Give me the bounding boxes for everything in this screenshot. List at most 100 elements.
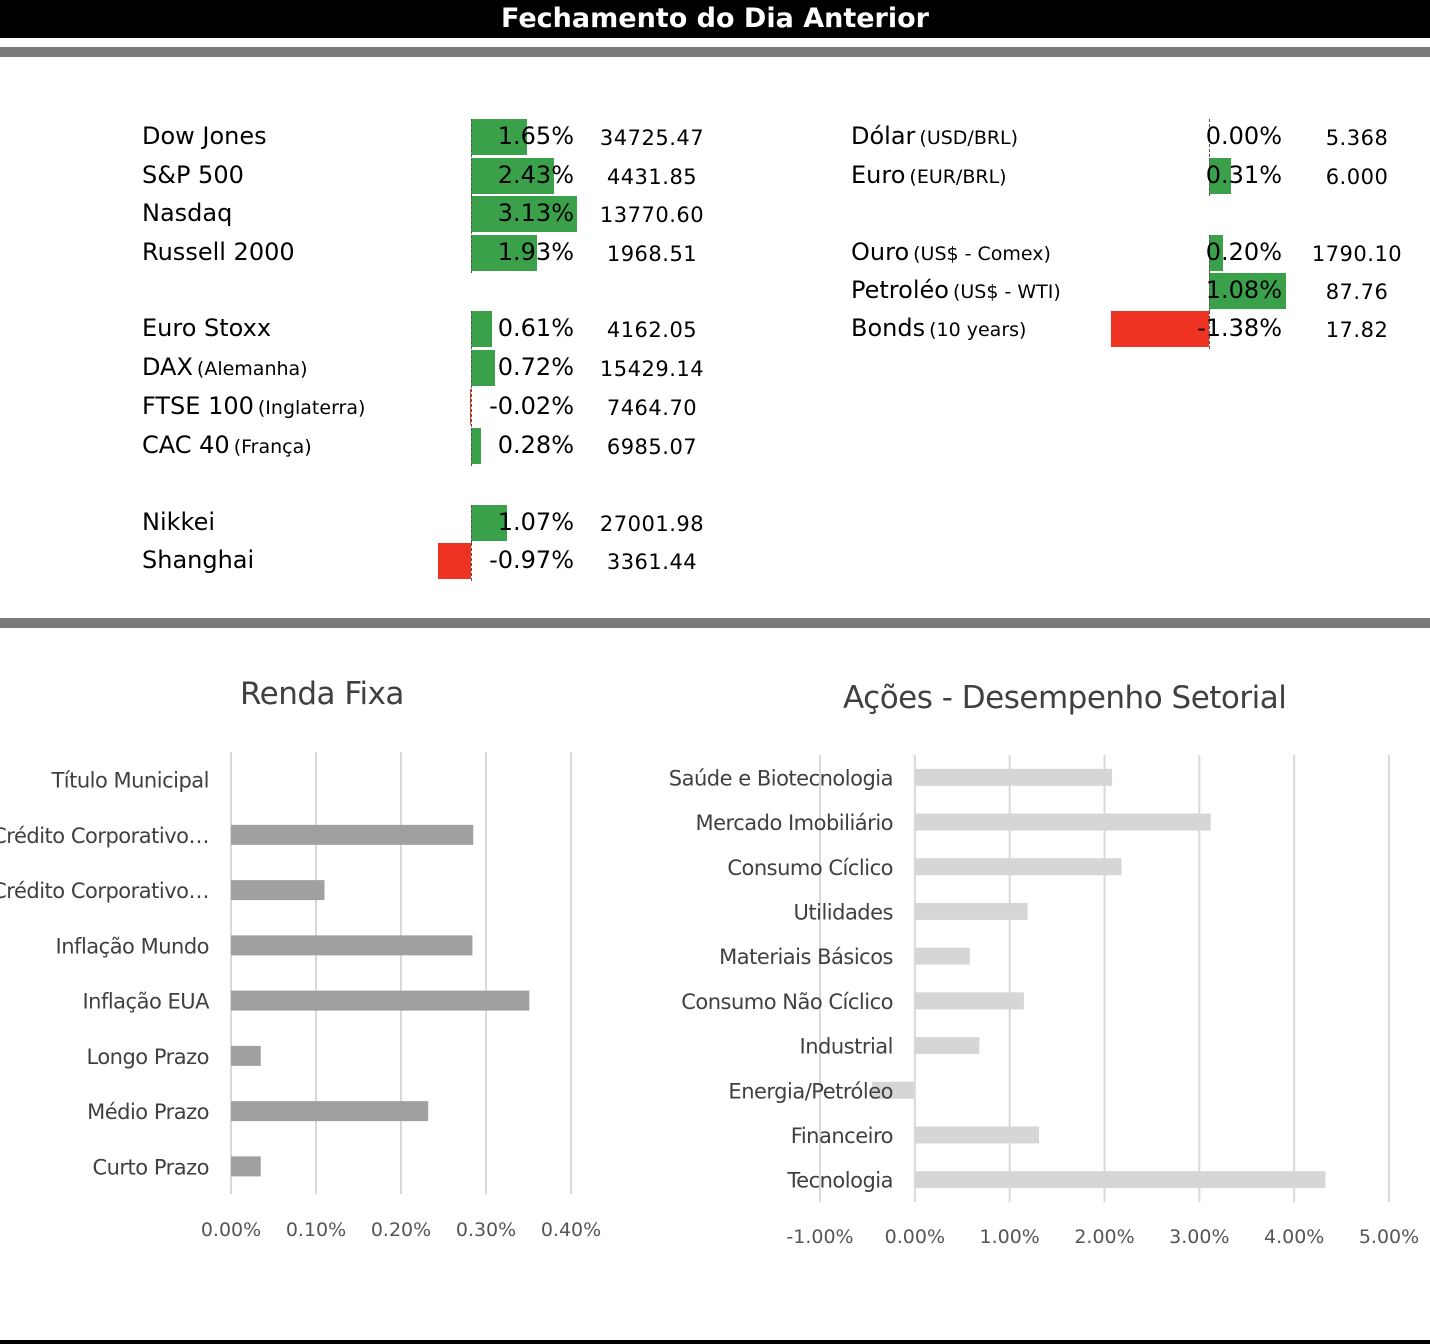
market-change-pct: 0.61%	[497, 314, 574, 342]
market-change-pct: -1.38%	[1197, 314, 1282, 342]
zero-axis-line	[1209, 311, 1210, 349]
middle-separator	[0, 618, 1430, 628]
renda-fixa-chart: 0.00% 0.10% 0.20% 0.30% 0.40% Título Municipa…	[0, 752, 601, 1241]
market-name: CAC 40	[142, 431, 230, 459]
x-tick-label: -1.00%	[786, 1226, 853, 1248]
market-change-bar	[1209, 158, 1231, 194]
market-subtitle: (US$ - WTI)	[952, 281, 1061, 303]
bar	[231, 1101, 429, 1122]
market-value: 1790.10	[1311, 242, 1403, 266]
market-name: FTSE 100	[142, 392, 254, 420]
market-name: S&P 500	[142, 161, 244, 189]
market-name: Euro	[851, 161, 906, 189]
market-value: 13770.60	[599, 203, 705, 227]
market-change-bar	[438, 543, 471, 579]
bar	[231, 935, 473, 956]
category-label: Utilidades	[794, 900, 894, 924]
market-row: Ouro (US$ - Comex) 0.20% 1790.10	[851, 235, 1422, 273]
market-row: Shanghai -0.97% 3361.44	[142, 543, 717, 581]
zero-axis-line	[1209, 273, 1210, 311]
category-label: Materiais Básicos	[719, 945, 893, 969]
category-label: Saúde e Biotecnologia	[669, 766, 893, 790]
market-value: 4162.05	[606, 318, 698, 342]
renda-fixa-title: Renda Fixa	[240, 676, 404, 712]
market-change-pct: 0.72%	[497, 353, 574, 381]
zero-axis-line	[471, 389, 472, 427]
market-change-pct: -0.02%	[489, 392, 574, 420]
market-value: 7464.70	[606, 396, 698, 420]
market-subtitle: (EUR/BRL)	[909, 166, 1007, 188]
market-name: DAX	[142, 353, 193, 381]
category-label: Médio Prazo	[87, 1100, 209, 1124]
market-row: FTSE 100 (Inglaterra) -0.02% 7464.70	[142, 389, 717, 427]
zero-axis-line	[1209, 158, 1210, 196]
market-change-pct: 0.28%	[497, 431, 574, 459]
market-change-pct: 0.20%	[1205, 238, 1282, 266]
market-value: 27001.98	[599, 512, 705, 536]
market-change-bar	[471, 311, 492, 347]
market-name: Nikkei	[142, 508, 215, 536]
category-label: Inflação EUA	[82, 990, 210, 1014]
category-label: Curto Prazo	[92, 1155, 209, 1179]
bar	[914, 1037, 980, 1055]
market-name: Nasdaq	[142, 199, 233, 227]
market-value: 34725.47	[599, 126, 705, 150]
market-name: Euro Stoxx	[142, 314, 272, 342]
zero-axis-line	[471, 350, 472, 388]
market-change-bar	[1209, 235, 1224, 271]
market-row: Nikkei 1.07% 27001.98	[142, 505, 717, 543]
market-change-bar	[471, 428, 481, 464]
category-label: Energia/Petróleo	[728, 1079, 893, 1103]
market-value: 3361.44	[606, 550, 698, 574]
bar	[231, 880, 325, 901]
market-name: Russell 2000	[142, 238, 295, 266]
market-row: Euro (EUR/BRL) 0.31% 6.000	[851, 158, 1422, 196]
market-name: Ouro	[851, 238, 910, 266]
market-row: S&P 500 2.43% 4431.85	[142, 158, 717, 196]
category-label: Inflação Mundo	[56, 934, 209, 958]
x-tick-label: 5.00%	[1359, 1226, 1419, 1248]
market-change-pct: -0.97%	[489, 546, 574, 574]
market-change-bar	[1209, 273, 1286, 309]
market-row: Dow Jones 1.65% 34725.47	[142, 119, 717, 157]
bar	[914, 1126, 1040, 1144]
market-row: Bonds (10 years) -1.38% 17.82	[851, 311, 1422, 349]
market-name: Dow Jones	[142, 122, 267, 150]
category-label: Industrial	[800, 1035, 894, 1059]
bar	[231, 990, 530, 1011]
bar	[231, 1045, 261, 1066]
market-change-bar	[471, 158, 554, 194]
market-name: Bonds	[851, 314, 926, 342]
bar	[914, 768, 1113, 786]
market-value: 87.76	[1325, 280, 1389, 304]
market-change-pct: 0.00%	[1205, 122, 1282, 150]
category-label: Crédito Corporativo…	[0, 879, 209, 903]
zero-axis-line	[471, 505, 472, 543]
x-tick-label: 0.10%	[286, 1219, 346, 1241]
market-row: CAC 40 (França) 0.28% 6985.07	[142, 428, 717, 466]
market-subtitle: (França)	[233, 436, 312, 458]
top-separator	[0, 47, 1430, 57]
market-change-bar	[471, 235, 537, 271]
x-tick-label: 4.00%	[1264, 1226, 1324, 1248]
market-subtitle: (US$ - Comex)	[913, 243, 1051, 265]
market-value: 4431.85	[606, 165, 698, 189]
market-change-bar	[470, 389, 472, 425]
market-row: Nasdaq 3.13% 13770.60	[142, 196, 717, 234]
market-change-bar	[471, 350, 496, 386]
market-value: 6985.07	[606, 435, 698, 459]
market-value: 5.368	[1325, 126, 1389, 150]
bar	[231, 824, 474, 845]
market-change-pct: 1.93%	[497, 238, 574, 266]
market-value: 17.82	[1325, 318, 1389, 342]
market-change-bar	[1111, 311, 1209, 347]
zero-axis-line	[471, 158, 472, 196]
bar	[914, 858, 1122, 876]
x-tick-label: 2.00%	[1074, 1226, 1134, 1248]
zero-axis-line	[471, 235, 472, 273]
setorial-title: Ações - Desempenho Setorial	[843, 680, 1287, 716]
market-value: 15429.14	[599, 357, 705, 381]
x-tick-label: 0.00%	[201, 1219, 261, 1241]
market-row: Dólar (USD/BRL) 0.00% 5.368	[851, 119, 1422, 157]
zero-axis-line	[1209, 119, 1210, 157]
